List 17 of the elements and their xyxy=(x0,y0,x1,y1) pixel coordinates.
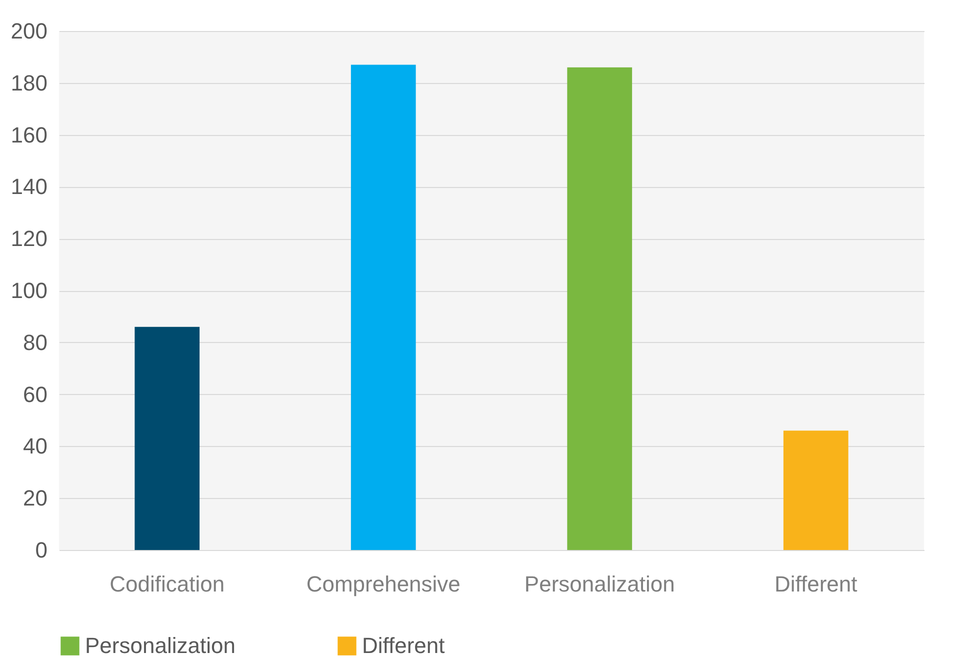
legend-label: Different xyxy=(362,633,445,658)
y-tick-label: 180 xyxy=(10,70,48,96)
y-tick-label: 0 xyxy=(35,538,48,562)
y-tick-label: 60 xyxy=(23,382,48,407)
y-tick-label: 140 xyxy=(10,174,48,200)
y-tick-label: 40 xyxy=(23,434,48,459)
x-tick-label: Comprehensive xyxy=(306,572,460,596)
x-tick-label: Different xyxy=(774,572,858,596)
y-tick-label: 120 xyxy=(10,226,48,252)
y-tick-label: 20 xyxy=(23,486,48,511)
y-tick-label: 100 xyxy=(10,278,48,303)
x-tick-label: Personalization xyxy=(524,572,675,596)
y-tick-label: 200 xyxy=(10,18,48,44)
y-tick-label: 160 xyxy=(10,122,48,148)
x-tick-label: Codification xyxy=(110,572,225,596)
y-tick-label: 80 xyxy=(23,330,48,355)
legend-label: Personalization xyxy=(85,633,236,658)
